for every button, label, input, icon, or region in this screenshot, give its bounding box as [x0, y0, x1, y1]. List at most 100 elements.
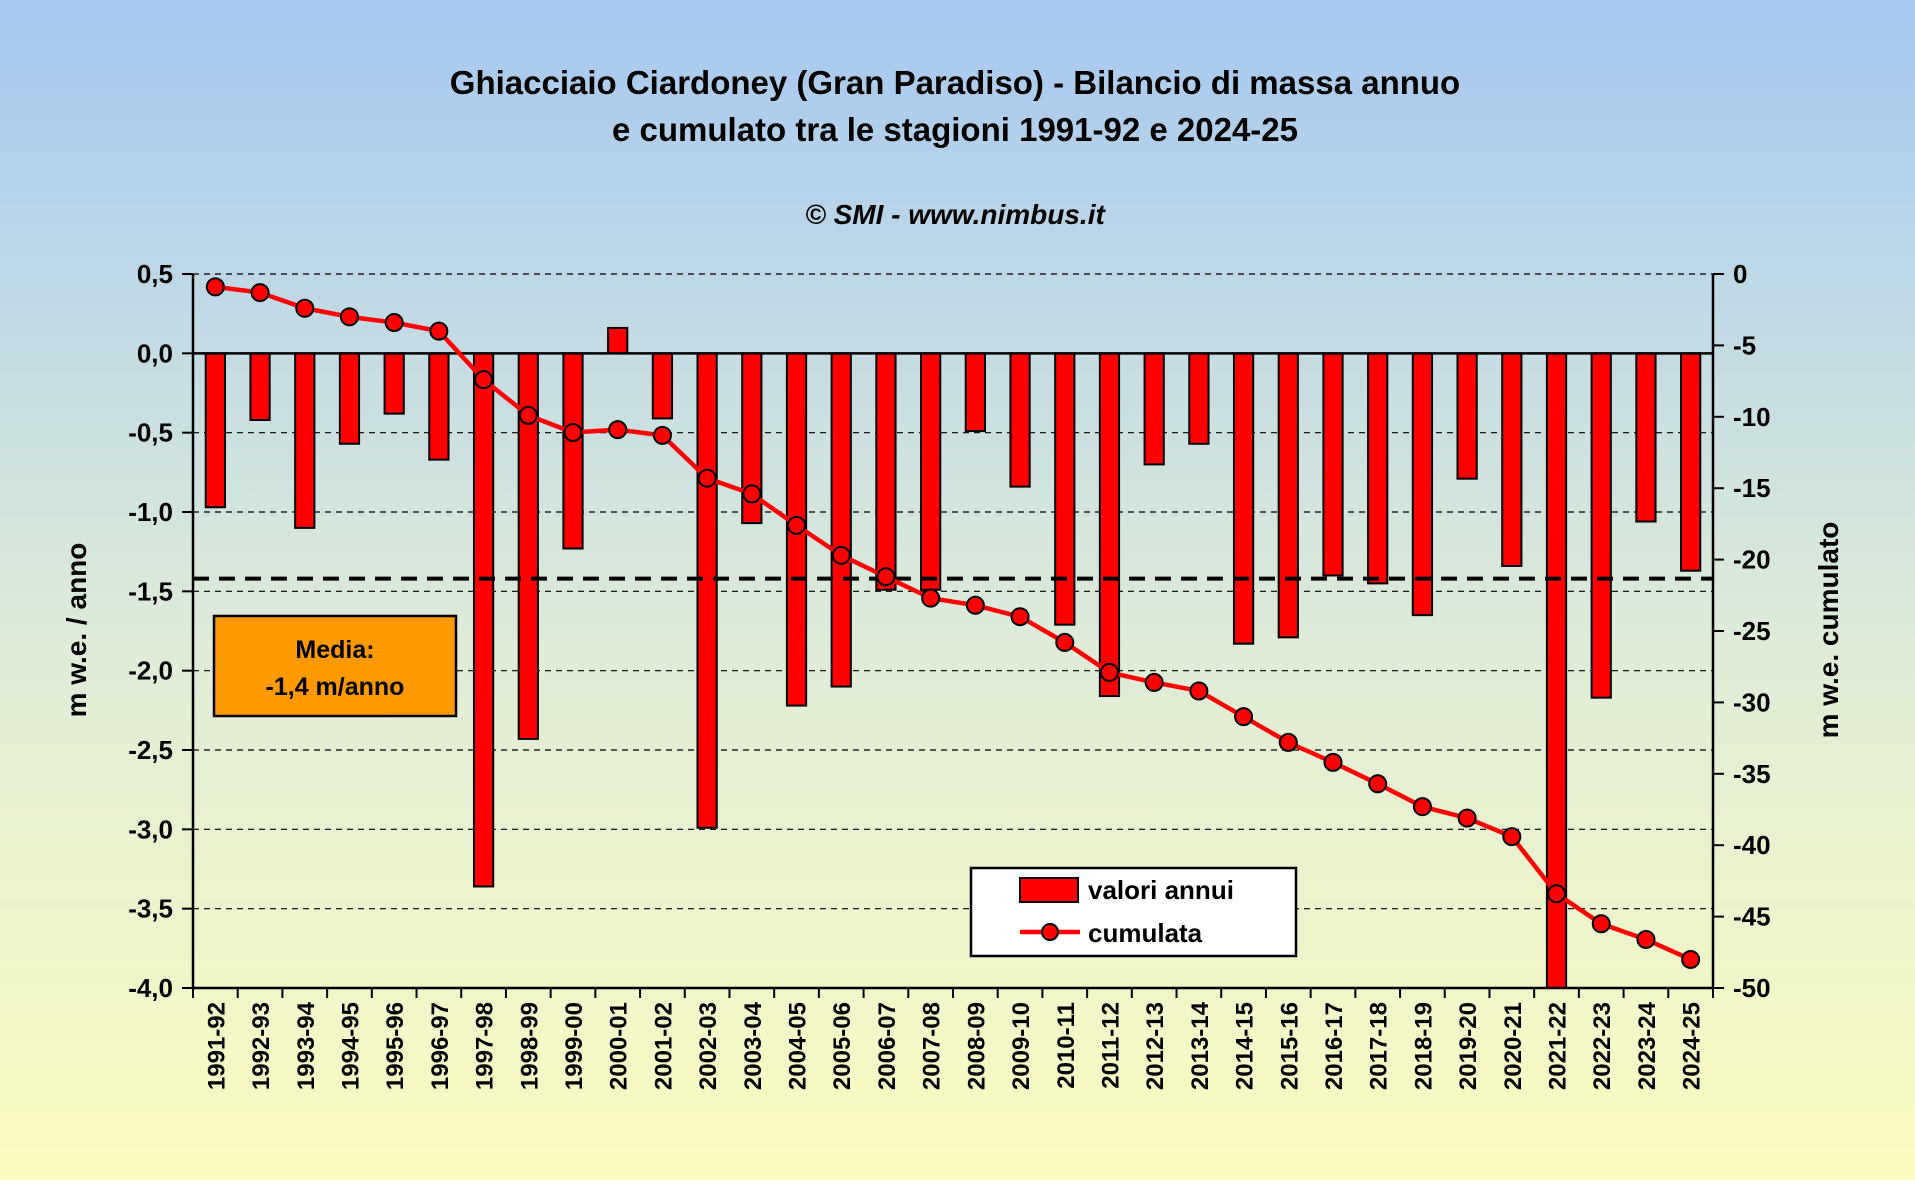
cumulative-point — [1234, 707, 1254, 727]
x-tick-label: 2016-17 — [1321, 1002, 1348, 1090]
chart-subtitle: © SMI - www.nimbus.it — [805, 199, 1106, 230]
x-tick-label: 1991-92 — [203, 1002, 230, 1090]
chart-title-line2: e cumulato tra le stagioni 1991-92 e 202… — [612, 111, 1298, 148]
bars — [204, 326, 1702, 990]
cumulative-point — [608, 420, 628, 440]
cumulative-point — [1547, 884, 1567, 904]
bar — [249, 352, 271, 421]
y-tick-label-right: -15 — [1733, 473, 1771, 503]
cumulative-point — [1099, 662, 1119, 682]
y-tick-label-right: -20 — [1733, 545, 1771, 575]
y-tick-label-left: 0,0 — [137, 338, 173, 368]
y-tick-label-right: -10 — [1733, 402, 1771, 432]
bar — [1232, 352, 1255, 645]
cumulative-point — [921, 588, 941, 608]
cumulative-point — [742, 484, 762, 504]
x-tick-label: 2019-20 — [1455, 1002, 1482, 1090]
bar — [1680, 352, 1702, 572]
bar — [651, 352, 674, 420]
x-tick-label: 2011-12 — [1097, 1002, 1124, 1089]
cumulative-point — [474, 370, 494, 390]
legend: valori annui cumulata — [969, 866, 1298, 958]
x-tick-label: 1996-97 — [427, 1002, 454, 1090]
y-tick-label-left: -2,0 — [128, 656, 173, 686]
y-tick-label-right: -40 — [1733, 830, 1771, 860]
bar — [562, 352, 584, 550]
x-tick-label: 2012-13 — [1142, 1002, 1169, 1090]
bar — [1635, 352, 1657, 523]
x-tick-label: 2003-04 — [740, 1001, 767, 1090]
bar — [383, 352, 405, 415]
y-tick-label-left: -1,5 — [128, 576, 173, 606]
bar — [1322, 352, 1344, 577]
cumulative-point — [1502, 827, 1522, 847]
cumulative-point — [1591, 914, 1611, 934]
y-tick-label-right: -25 — [1733, 616, 1771, 646]
x-tick-label: 2015-16 — [1276, 1002, 1303, 1090]
x-tick-label: 1994-95 — [337, 1002, 364, 1090]
cumulative-point — [652, 425, 672, 445]
cumulative-point — [250, 283, 270, 303]
legend-line-marker — [1041, 923, 1059, 941]
bar — [294, 352, 316, 529]
cumulative-point — [787, 515, 807, 535]
y-tick-label-right: -5 — [1733, 330, 1756, 360]
cumulative-point — [1368, 774, 1388, 794]
x-tick-label: 2014-15 — [1232, 1002, 1259, 1090]
cumulative-point — [1636, 929, 1656, 949]
x-tick-label: 2010-11 — [1053, 1002, 1080, 1089]
cumulative-point — [1189, 681, 1209, 701]
y-tick-label-left: -0,5 — [128, 418, 173, 448]
cumulative-point — [1144, 672, 1164, 692]
cumulative-point — [518, 405, 538, 425]
bar — [1143, 352, 1165, 466]
cumulative-point — [1278, 732, 1298, 752]
cumulative-point — [1010, 607, 1030, 627]
y-tick-label-left: 0,5 — [137, 259, 173, 289]
legend-bar-label: valori annui — [1088, 875, 1234, 905]
bar — [830, 352, 852, 688]
y-tick-label-right: -45 — [1733, 902, 1771, 932]
bar — [1188, 352, 1210, 445]
mean-annotation-line1: Media: — [295, 636, 374, 664]
legend-bar-swatch — [1019, 877, 1079, 903]
cumulative-point — [1412, 797, 1432, 817]
y-axis-left-label: m w.e. / anno — [61, 543, 92, 718]
y-tick-label-right: -50 — [1733, 973, 1771, 1003]
y-tick-label-left: -3,5 — [128, 894, 173, 924]
cumulative-point — [965, 595, 985, 615]
bar — [964, 352, 986, 433]
cumulative-point — [295, 298, 315, 318]
x-tick-label: 2018-19 — [1410, 1002, 1437, 1090]
x-tick-label: 2022-23 — [1589, 1002, 1616, 1090]
mean-annotation-box: Media: -1,4 m/anno — [212, 614, 458, 718]
bar — [875, 352, 897, 591]
bar — [920, 352, 942, 591]
x-tick-label: 2004-05 — [785, 1002, 812, 1090]
x-tick-label: 2005-06 — [829, 1002, 856, 1090]
bar — [428, 352, 450, 461]
bar — [607, 326, 629, 355]
bar — [1590, 352, 1612, 699]
tick-labels: 0,5 0,0 -0,5 -1,0 -1,5 -2,0 -2,5 -3,0 -3,5 -4,0 0 -… — [128, 259, 1770, 1090]
cumulative-point — [429, 321, 449, 341]
x-tick-label: 2009-10 — [1008, 1002, 1035, 1090]
x-tick-label: 1997-98 — [472, 1002, 499, 1090]
y-tick-label-left: -2,5 — [128, 735, 173, 765]
cumulative-point — [697, 468, 717, 488]
mean-annotation-line2: -1,4 m/anno — [266, 673, 405, 701]
cumulative-line-group — [205, 277, 1701, 969]
cumulative-point — [339, 307, 359, 327]
cumulative-point — [384, 313, 404, 333]
y-tick-label-left: -4,0 — [128, 973, 173, 1003]
x-tick-label: 2002-03 — [695, 1002, 722, 1090]
x-tick-label: 2013-14 — [1187, 1001, 1214, 1090]
x-tick-label: 1999-00 — [561, 1002, 588, 1090]
bar — [1411, 352, 1434, 617]
x-tick-label: 2023-24 — [1634, 1001, 1661, 1090]
bar — [1501, 352, 1523, 567]
y-tick-label-right: -30 — [1733, 687, 1771, 717]
